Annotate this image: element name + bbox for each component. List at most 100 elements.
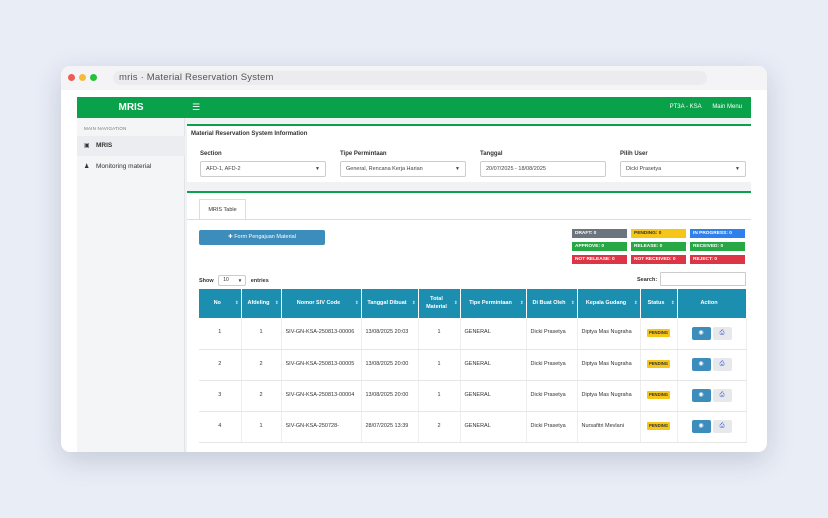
section-select[interactable]: AFD-1, AFD-2 ▼ [200, 161, 326, 177]
user-icon: ♟ [84, 164, 90, 170]
status-badge-not-received: NOT RECEIVED: 0 [631, 255, 686, 264]
cell-tipe: GENERAL [460, 318, 527, 350]
status-badge-reject: REJECT: 0 [690, 255, 745, 264]
chevron-down-icon: ▼ [315, 166, 320, 172]
header-status[interactable]: Status ⇕ [640, 289, 678, 318]
cell-siv: SIV-GN-KSA-250813-00004 [281, 380, 362, 412]
header-tanggal[interactable]: Tanggal Dibuat ⇕ [361, 289, 419, 318]
sort-icon: ⇕ [570, 300, 575, 305]
cell-total: 2 [418, 411, 461, 443]
view-button[interactable]: ◉ [691, 326, 711, 340]
top-navbar: MRIS ☰ PT3A - KSA Main Menu [77, 97, 751, 118]
user-label[interactable]: PT3A - KSA [669, 104, 702, 110]
status-badge-approve: APPROVE: 0 [572, 242, 627, 251]
tanggal-label: Tanggal [480, 151, 503, 157]
section-value: AFD-1, AFD-2 [206, 166, 241, 172]
table-header-row: No ⇕ Afdeling ⇕ Nomor SIV Code ⇕ Tanggal Di… [199, 289, 747, 318]
form-pengajuan-label: Form Pengajuan Material [234, 234, 296, 240]
panel-title: Material Reservation System Information [191, 131, 308, 137]
sidebar-item-monitoring[interactable]: ♟ Monitoring material [77, 157, 185, 177]
status-badge-draft: DRAFT: 0 [572, 229, 627, 238]
header-label: Status [647, 299, 665, 306]
tab-mris-table[interactable]: MRIS Table [199, 199, 246, 219]
close-window-button[interactable] [68, 74, 75, 81]
cell-tipe: GENERAL [460, 411, 527, 443]
tanggal-value: 20/07/2025 - 18/08/2025 [486, 166, 546, 172]
hamburger-icon[interactable]: ☰ [192, 102, 201, 112]
header-no[interactable]: No ⇕ [199, 289, 242, 318]
header-label: Tipe Permintaan [469, 299, 512, 306]
header-kepala[interactable]: Kepala Gudang ⇕ [577, 289, 641, 318]
cell-total: 1 [418, 318, 461, 350]
table-row: 2 2 SIV-GN-KSA-250813-00005 13/08/2025 2… [199, 349, 747, 381]
pilih-user-value: Dicki Prasetya [626, 166, 662, 172]
pilih-user-label: Pilih User [620, 151, 648, 157]
main-menu-link[interactable]: Main Menu [712, 104, 742, 110]
print-button[interactable]: ⎙ [712, 326, 732, 340]
cell-no: 1 [199, 318, 242, 350]
form-pengajuan-button[interactable]: ✚ Form Pengajuan Material [199, 230, 325, 245]
view-button[interactable]: ◉ [691, 389, 711, 402]
status-badge-pending: PENDING: 0 [631, 229, 686, 238]
pilih-user-select[interactable]: Dicki Prasetya ▼ [620, 161, 746, 177]
browser-window: mris · Material Reservation System MRIS … [61, 66, 767, 452]
status-badge: PENDING [646, 391, 671, 400]
view-button[interactable]: ◉ [691, 420, 711, 433]
view-button[interactable]: ◉ [691, 358, 711, 371]
cell-total: 1 [418, 349, 461, 381]
cell-status: PENDING [640, 318, 678, 350]
entries-label: entries [250, 277, 269, 284]
sort-icon: ⇕ [234, 300, 239, 305]
header-dibuat[interactable]: Di Buat Oleh ⇕ [526, 289, 578, 318]
minimize-window-button[interactable] [79, 74, 86, 81]
header-label: No [213, 299, 221, 306]
status-badge: PENDING [646, 360, 671, 369]
header-nomor-siv[interactable]: Nomor SIV Code ⇕ [281, 289, 362, 318]
sidebar-item-label: MRIS [96, 142, 113, 149]
cell-action: ◉ ⎙ [677, 318, 747, 350]
cell-siv: SIV-GN-KSA-250813-00005 [281, 349, 362, 381]
print-icon: ⎙ [719, 392, 725, 398]
cell-no: 4 [199, 411, 242, 443]
header-total[interactable]: Total Material ⇕ [418, 289, 461, 318]
cell-action: ◉ ⎙ [677, 349, 747, 381]
print-button[interactable]: ⎙ [712, 358, 732, 371]
tanggal-input[interactable]: 20/07/2025 - 18/08/2025 [480, 161, 606, 177]
cell-action: ◉ ⎙ [677, 380, 747, 412]
brand-logo[interactable]: MRIS [118, 102, 144, 113]
cell-kepala: Nursafitri Mevlani [577, 411, 641, 443]
tipe-permintaan-label: Tipe Permintaan [340, 151, 387, 157]
show-label: Show [199, 277, 214, 284]
entries-select[interactable]: 10 ▼ [218, 275, 247, 286]
window-title: mris · Material Reservation System [119, 72, 274, 83]
print-icon: ⎙ [719, 423, 725, 429]
print-button[interactable]: ⎙ [712, 420, 732, 433]
print-icon: ⎙ [719, 329, 725, 336]
search-input[interactable] [660, 272, 746, 286]
maximize-window-button[interactable] [90, 74, 97, 81]
header-afdeling[interactable]: Afdeling ⇕ [241, 289, 282, 318]
header-label: Di Buat Oleh [532, 299, 566, 306]
header-label: Nomor SIV Code [296, 299, 341, 306]
plus-icon: ✚ [228, 234, 233, 240]
sort-icon: ⇕ [453, 300, 458, 305]
status-badge: PENDING [646, 328, 671, 337]
cell-status: PENDING [640, 411, 678, 443]
table-row: 3 2 SIV-GN-KSA-250813-00004 13/08/2025 2… [199, 380, 747, 412]
tipe-permintaan-select[interactable]: General, Rencana Kerja Harian ▼ [340, 161, 466, 177]
header-tipe[interactable]: Tipe Permintaan ⇕ [460, 289, 527, 318]
address-bar[interactable] [113, 71, 707, 85]
cell-tanggal: 13/08/2025 20:00 [361, 349, 419, 381]
cell-no: 2 [199, 349, 242, 381]
sort-icon: ⇕ [633, 300, 638, 305]
print-button[interactable]: ⎙ [712, 389, 732, 402]
sidebar-item-mris[interactable]: ▣ MRIS [77, 136, 185, 156]
print-icon: ⎙ [719, 361, 725, 367]
sort-icon: ⇕ [670, 300, 675, 305]
cell-total: 1 [418, 380, 461, 412]
cell-tanggal: 28/07/2025 13:39 [361, 411, 419, 443]
cell-kepala: Diptya Mas Nugraha [577, 349, 641, 381]
cell-afdeling: 1 [241, 318, 282, 350]
cell-tipe: GENERAL [460, 380, 527, 412]
eye-icon: ◉ [698, 361, 704, 367]
